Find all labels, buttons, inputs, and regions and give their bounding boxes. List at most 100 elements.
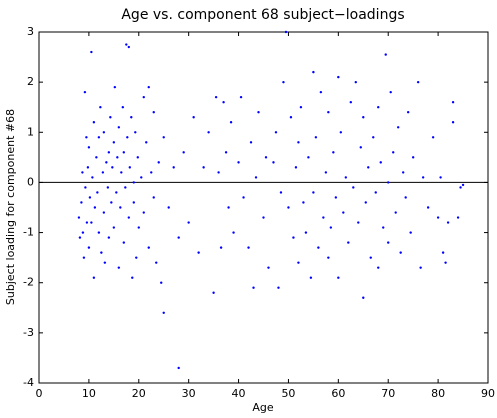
- point: [364, 201, 367, 204]
- point: [102, 131, 106, 134]
- point: [334, 196, 338, 199]
- point: [142, 95, 145, 99]
- point: [456, 216, 460, 219]
- point: [229, 121, 233, 124]
- y-tick-label: 0: [27, 175, 34, 188]
- point: [387, 181, 390, 184]
- point: [327, 256, 330, 259]
- point: [107, 151, 111, 154]
- point: [207, 131, 210, 134]
- point: [90, 221, 93, 224]
- point: [145, 141, 148, 144]
- point: [214, 95, 218, 99]
- point: [160, 281, 163, 284]
- point: [249, 141, 253, 144]
- point: [150, 171, 153, 174]
- point: [342, 211, 345, 214]
- point: [102, 211, 106, 214]
- point: [142, 211, 145, 214]
- point: [344, 176, 348, 179]
- x-tick-label: 40: [232, 387, 246, 400]
- point: [227, 206, 230, 209]
- point: [217, 171, 220, 174]
- point: [127, 216, 130, 219]
- point: [297, 141, 300, 144]
- point: [177, 236, 180, 239]
- point: [382, 226, 385, 229]
- point: [81, 231, 85, 234]
- point: [91, 176, 94, 179]
- x-tick-label: 20: [132, 387, 146, 400]
- point: [122, 151, 126, 154]
- point: [132, 181, 135, 184]
- point: [82, 256, 86, 259]
- point: [374, 191, 377, 194]
- point: [349, 101, 353, 104]
- point: [451, 121, 455, 124]
- point: [134, 131, 137, 134]
- point: [277, 286, 280, 289]
- chart-title: Age vs. component 68 subject−loadings: [121, 7, 404, 23]
- x-tick-label: 10: [82, 387, 96, 400]
- point: [247, 246, 250, 249]
- point: [392, 151, 395, 154]
- point: [152, 111, 155, 114]
- point: [377, 106, 380, 109]
- point: [394, 211, 397, 214]
- point: [92, 121, 96, 124]
- point: [107, 236, 111, 239]
- point: [232, 231, 235, 234]
- point: [384, 53, 387, 56]
- point: [152, 196, 155, 199]
- point: [103, 261, 107, 264]
- point: [354, 80, 357, 84]
- point: [329, 226, 333, 229]
- point: [87, 146, 91, 149]
- point: [182, 151, 185, 154]
- point: [219, 246, 223, 249]
- point: [97, 231, 101, 234]
- point: [120, 171, 123, 174]
- point: [387, 241, 390, 244]
- point: [77, 216, 81, 219]
- point: [124, 186, 127, 189]
- y-tick-label: -2: [23, 276, 34, 289]
- point: [324, 171, 328, 174]
- point: [312, 191, 315, 194]
- point: [401, 171, 405, 174]
- point: [96, 191, 99, 194]
- point: [411, 156, 415, 159]
- y-tick-label: 1: [27, 125, 34, 138]
- y-tick-label: 2: [27, 75, 34, 88]
- point: [162, 311, 165, 314]
- point: [140, 176, 143, 179]
- point: [80, 201, 83, 204]
- point: [282, 80, 285, 84]
- point: [85, 221, 89, 224]
- point: [137, 226, 140, 229]
- x-tick-label: 80: [431, 387, 445, 400]
- point: [93, 206, 97, 209]
- point: [377, 266, 380, 269]
- point: [272, 161, 275, 164]
- point: [461, 183, 465, 187]
- point: [337, 75, 340, 79]
- point: [436, 216, 440, 219]
- x-tick-label: 0: [36, 387, 43, 400]
- point: [109, 116, 112, 119]
- point: [446, 221, 450, 224]
- point: [192, 116, 195, 119]
- point: [172, 166, 175, 169]
- point: [83, 90, 87, 94]
- point: [112, 141, 116, 144]
- point: [264, 156, 268, 159]
- point: [337, 276, 340, 279]
- point: [97, 136, 101, 139]
- point: [419, 266, 422, 269]
- point: [451, 101, 455, 104]
- point: [314, 136, 318, 139]
- point: [242, 196, 245, 199]
- point: [126, 136, 129, 139]
- point: [257, 111, 260, 114]
- point: [212, 291, 215, 294]
